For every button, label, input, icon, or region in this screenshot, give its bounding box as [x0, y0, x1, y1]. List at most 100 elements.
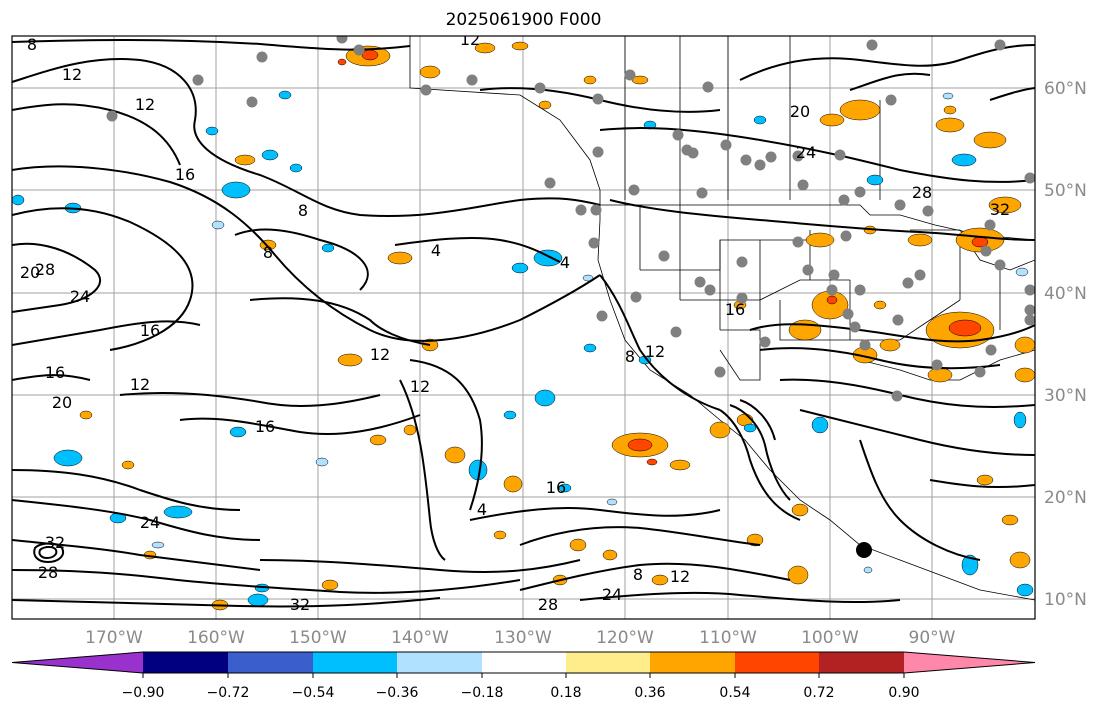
contour-label: 16: [45, 363, 65, 382]
station-dot: [534, 82, 546, 94]
station-dot: [1024, 284, 1035, 296]
lon-label: 110°W: [699, 628, 757, 648]
lon-label: 120°W: [596, 628, 654, 648]
station-dot: [466, 74, 478, 86]
station-dot: [704, 284, 716, 296]
station-dot: [802, 264, 814, 276]
colorbar-segment: [650, 652, 735, 673]
contour-label: 16: [175, 165, 195, 184]
contour-label: 24: [70, 287, 90, 306]
station-dot: [754, 159, 766, 171]
contour-labels: 8 12 12 12 16 20 24 28 16 12 8 4 4 8 12 12 16 16 20 24 28 32 3…: [20, 30, 1010, 614]
colorbar-label: 0.72: [803, 685, 834, 701]
contour-label: 32: [45, 533, 65, 552]
lon-label: 90°W: [909, 628, 956, 648]
station-dot: [720, 139, 732, 151]
station-dot: [714, 366, 726, 378]
colorbar-segment: [143, 652, 228, 673]
station-dot: [658, 250, 670, 262]
contour-label: 16: [255, 417, 275, 436]
station-dot: [420, 84, 432, 96]
contour-label: 28: [35, 260, 55, 279]
station-dot: [106, 110, 118, 122]
contour-label: 4: [431, 241, 441, 260]
lon-label: 100°W: [801, 628, 859, 648]
station-dot: [849, 321, 861, 333]
station-dot: [740, 154, 752, 166]
colorbar-label: 0.90: [888, 685, 919, 701]
station-dot: [994, 259, 1006, 271]
station-dot: [838, 194, 850, 206]
station-dot: [192, 74, 204, 86]
lon-label: 140°W: [391, 628, 449, 648]
station-dot: [575, 204, 587, 216]
contour-label: 20: [790, 102, 810, 121]
station-dot: [592, 146, 604, 158]
contour-label: 28: [38, 563, 58, 582]
station-dot: [854, 284, 866, 296]
station-dot: [670, 326, 682, 338]
map-border: [11, 35, 1036, 620]
colorbar-segment: [397, 652, 482, 673]
contour-label: 24: [140, 513, 160, 532]
longitude-labels: 170°W 160°W 150°W 140°W 130°W 120°W 110°W 100°W…: [85, 628, 956, 648]
colorbar-label: 0.36: [634, 685, 665, 701]
station-dot: [974, 366, 986, 378]
colorbar-segment: [735, 652, 819, 673]
contour-label: 24: [602, 585, 622, 604]
station-dot: [353, 44, 365, 56]
colorbar-label: −0.36: [376, 685, 419, 701]
contour-label: 16: [546, 478, 566, 497]
colorbar-label: 0.18: [550, 685, 581, 701]
contour-label: 24: [796, 143, 816, 162]
station-dot: [544, 177, 556, 189]
station-dot: [914, 269, 926, 281]
contour-label: 12: [460, 30, 480, 49]
vertical-velocity-shading: [12, 41, 1035, 611]
map-title: 2025061900 F000: [445, 10, 602, 30]
station-dot: [797, 179, 809, 191]
colorbar-segment: [482, 652, 566, 673]
colorbar-segment: [566, 652, 650, 673]
station-dot: [891, 390, 903, 402]
contour-label: 16: [140, 321, 160, 340]
station-dot: [792, 236, 804, 248]
lat-label: 60°N: [1044, 79, 1087, 99]
lon-label: 130°W: [494, 628, 552, 648]
station-dot: [854, 186, 866, 198]
contour-label: 8: [27, 35, 37, 54]
colorbar-label: −0.90: [122, 685, 165, 701]
station-dot: [759, 336, 771, 348]
station-dot: [696, 187, 708, 199]
station-dot: [866, 39, 878, 51]
lat-label: 40°N: [1044, 284, 1087, 304]
contour-label: 20: [20, 263, 40, 282]
station-dots: [106, 36, 1035, 402]
station-dot: [596, 310, 608, 322]
station-dot: [590, 204, 602, 216]
station-dot: [1024, 314, 1035, 326]
station-dot: [842, 308, 854, 320]
station-dot: [702, 81, 714, 93]
storm-marker: [856, 542, 872, 558]
lat-label: 50°N: [1044, 181, 1087, 201]
contour-label: 8: [263, 243, 273, 262]
contour-label: 28: [538, 595, 558, 614]
colorbar-label: −0.18: [461, 685, 504, 701]
station-dot: [687, 147, 699, 159]
contour-label: 12: [670, 567, 690, 586]
contour-label: 20: [52, 393, 72, 412]
lat-label: 10°N: [1044, 590, 1087, 610]
contour-label: 12: [370, 345, 390, 364]
station-dot: [980, 245, 992, 257]
contour-label: 28: [912, 183, 932, 202]
contour-label: 32: [290, 595, 310, 614]
station-dot: [792, 150, 804, 162]
station-dot: [628, 184, 640, 196]
station-dot: [336, 36, 348, 44]
station-dot: [985, 344, 997, 356]
lon-label: 170°W: [85, 628, 143, 648]
station-dot: [624, 69, 636, 81]
colorbar-segment: [228, 652, 313, 673]
